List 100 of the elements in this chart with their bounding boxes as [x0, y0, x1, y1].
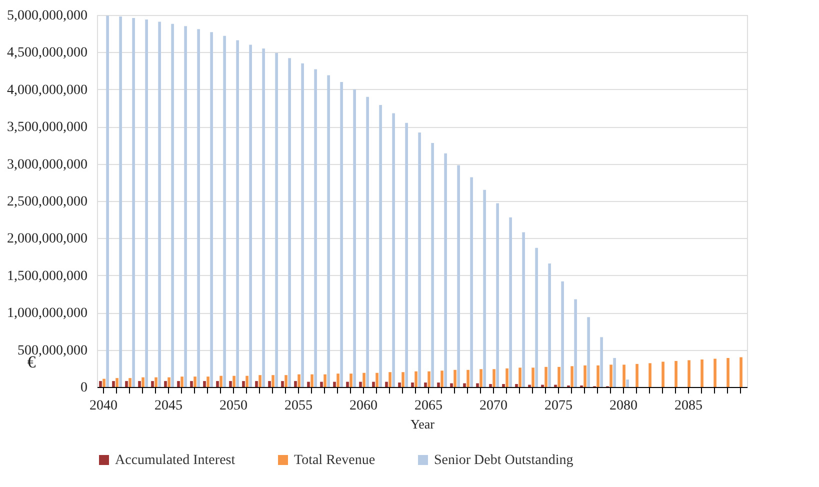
bar — [206, 376, 210, 387]
bar — [480, 369, 482, 387]
bar — [674, 360, 678, 387]
bar — [268, 381, 271, 387]
bar — [366, 96, 369, 387]
bar — [362, 372, 366, 387]
bar — [272, 375, 274, 387]
y-tick-label: 4,000,000,000 — [7, 82, 88, 98]
bar — [385, 382, 388, 387]
bar — [688, 360, 690, 387]
bar — [411, 382, 414, 387]
bar — [142, 377, 144, 387]
y-tick-label: 3,000,000,000 — [7, 157, 88, 172]
bar — [125, 381, 128, 387]
bar — [372, 382, 375, 387]
bar — [496, 203, 499, 387]
bar — [346, 382, 349, 387]
bar — [457, 165, 460, 387]
bar — [298, 374, 300, 387]
legend-label: Total Revenue — [294, 453, 376, 468]
bar — [740, 357, 742, 387]
bar — [350, 374, 352, 387]
bar — [151, 381, 154, 387]
bar — [431, 142, 434, 387]
bar — [154, 377, 158, 387]
bar — [197, 29, 200, 387]
y-tick-label: 3,500,000,000 — [7, 120, 88, 136]
bar — [470, 177, 473, 387]
bar — [476, 383, 479, 387]
bar — [158, 22, 161, 387]
legend-label: Senior Debt Outstanding — [434, 453, 574, 468]
bar — [223, 36, 226, 387]
bar — [258, 375, 262, 387]
y-tick-label: 4,500,000,000 — [7, 46, 88, 61]
bar — [622, 364, 626, 387]
bar — [116, 378, 118, 387]
bar — [314, 69, 317, 387]
bar — [210, 32, 213, 387]
bar — [301, 63, 304, 387]
bar — [145, 19, 148, 387]
bar — [700, 359, 704, 387]
bar — [548, 263, 551, 387]
bar — [246, 376, 248, 387]
x-tick-label: 2075 — [544, 398, 572, 414]
bar — [502, 384, 505, 387]
bar — [112, 381, 115, 387]
bar — [489, 384, 492, 387]
bar — [275, 52, 278, 387]
bar — [288, 58, 291, 387]
bar — [180, 376, 184, 387]
bar — [294, 381, 297, 387]
bar — [262, 48, 265, 387]
x-tick-label: 2055 — [284, 398, 312, 414]
bar — [466, 370, 470, 387]
bar — [232, 376, 236, 387]
bar — [168, 377, 170, 387]
bar — [320, 382, 323, 387]
x-tick-label: 2050 — [220, 398, 248, 414]
x-axis-title: Year — [410, 416, 436, 432]
bar — [132, 18, 135, 387]
bar — [509, 217, 512, 387]
bar — [307, 382, 310, 387]
bar — [327, 75, 330, 387]
x-tick-label: 2060 — [350, 398, 378, 414]
bar — [506, 368, 508, 387]
bar — [440, 370, 444, 387]
bar — [714, 358, 716, 387]
bar — [648, 363, 652, 387]
bar — [216, 381, 219, 387]
bar — [177, 381, 180, 387]
bar — [424, 382, 427, 387]
bar — [535, 248, 538, 387]
bar — [340, 82, 343, 387]
y-tick-label: 2,000,000,000 — [7, 232, 88, 247]
bar — [454, 370, 456, 387]
bar — [428, 371, 430, 387]
bar — [249, 44, 252, 387]
bar — [102, 378, 106, 387]
y-tick-label: 0 — [80, 380, 88, 396]
bar — [662, 362, 664, 387]
bar — [119, 16, 122, 387]
x-tick-label: 2085 — [674, 398, 702, 414]
bar — [333, 382, 336, 387]
bar — [561, 281, 564, 387]
bar — [324, 374, 326, 387]
bar — [532, 368, 534, 387]
bar — [376, 372, 378, 387]
bar — [418, 132, 421, 387]
bar — [544, 366, 548, 387]
bar — [596, 365, 600, 387]
bar — [584, 365, 586, 387]
bar — [336, 374, 340, 387]
bar — [437, 382, 440, 387]
bar — [398, 382, 401, 387]
bar — [284, 375, 288, 387]
bar — [379, 105, 382, 387]
legend-label: Accumulated Interest — [115, 453, 236, 468]
bar — [483, 190, 486, 387]
bar — [281, 381, 284, 387]
bar — [164, 381, 167, 387]
